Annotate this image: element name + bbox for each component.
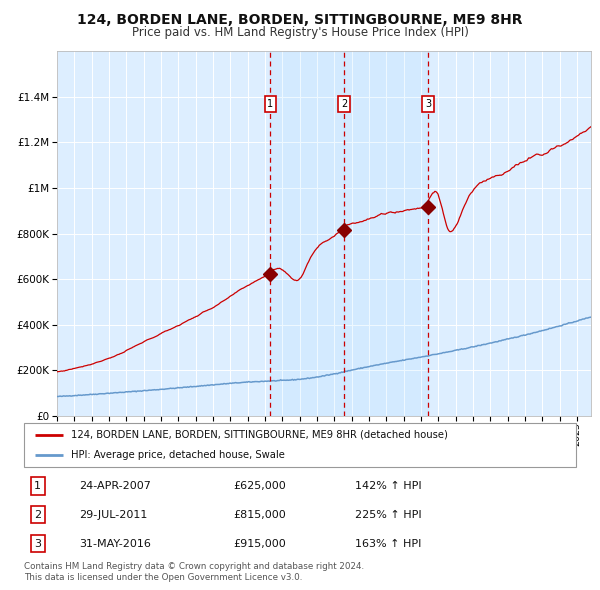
Text: 225% ↑ HPI: 225% ↑ HPI [355, 510, 422, 520]
Text: £815,000: £815,000 [234, 510, 287, 520]
Text: 124, BORDEN LANE, BORDEN, SITTINGBOURNE, ME9 8HR: 124, BORDEN LANE, BORDEN, SITTINGBOURNE,… [77, 13, 523, 27]
Text: Price paid vs. HM Land Registry's House Price Index (HPI): Price paid vs. HM Land Registry's House … [131, 26, 469, 39]
Text: 163% ↑ HPI: 163% ↑ HPI [355, 539, 422, 549]
Text: 3: 3 [34, 539, 41, 549]
Text: £915,000: £915,000 [234, 539, 287, 549]
Text: 2: 2 [34, 510, 41, 520]
Text: 1: 1 [34, 481, 41, 491]
Text: Contains HM Land Registry data © Crown copyright and database right 2024.: Contains HM Land Registry data © Crown c… [24, 562, 364, 571]
Text: 24-APR-2007: 24-APR-2007 [79, 481, 151, 491]
Text: This data is licensed under the Open Government Licence v3.0.: This data is licensed under the Open Gov… [24, 573, 302, 582]
Bar [344, 51, 428, 416]
Text: £625,000: £625,000 [234, 481, 287, 491]
Text: 31-MAY-2016: 31-MAY-2016 [79, 539, 151, 549]
Text: 2: 2 [341, 99, 347, 109]
Bar [271, 51, 344, 416]
Text: 3: 3 [425, 99, 431, 109]
Text: 1: 1 [268, 99, 274, 109]
Text: HPI: Average price, detached house, Swale: HPI: Average price, detached house, Swal… [71, 450, 285, 460]
Text: 142% ↑ HPI: 142% ↑ HPI [355, 481, 422, 491]
Text: 124, BORDEN LANE, BORDEN, SITTINGBOURNE, ME9 8HR (detached house): 124, BORDEN LANE, BORDEN, SITTINGBOURNE,… [71, 430, 448, 440]
Text: 29-JUL-2011: 29-JUL-2011 [79, 510, 148, 520]
